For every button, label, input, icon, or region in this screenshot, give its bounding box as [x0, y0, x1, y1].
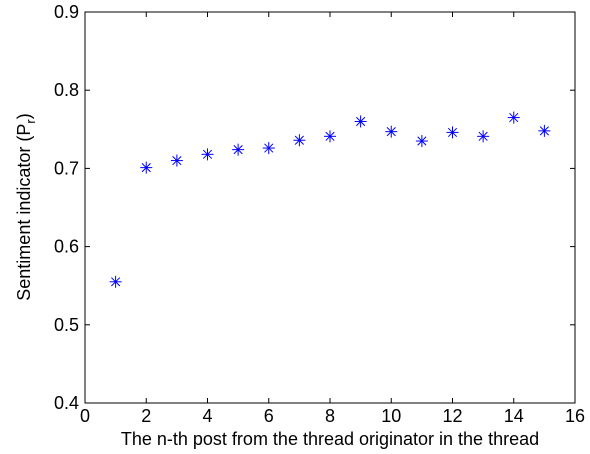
x-tick-label: 10 — [381, 406, 401, 426]
y-tick-label: 0.8 — [54, 80, 79, 100]
data-point — [415, 135, 428, 148]
data-point — [293, 134, 306, 147]
data-point — [477, 130, 490, 143]
y-axis-label: Sentiment indicator (Pr) — [14, 113, 38, 300]
y-axis-label-subscript: r — [23, 119, 38, 124]
y-axis-label-suffix: ) — [14, 113, 34, 119]
y-tick-label: 0.5 — [54, 315, 79, 335]
data-point — [201, 148, 214, 161]
data-point — [262, 142, 275, 155]
data-point — [507, 111, 520, 124]
y-tick-label: 0.4 — [54, 393, 79, 413]
data-markers — [109, 111, 551, 288]
data-point — [324, 130, 336, 143]
data-point — [140, 161, 153, 174]
x-tick-label: 6 — [264, 406, 274, 426]
x-tick-label: 2 — [141, 406, 151, 426]
data-point — [170, 154, 183, 167]
data-point — [385, 125, 398, 138]
y-tick-label: 0.9 — [54, 2, 79, 22]
data-point — [538, 124, 551, 137]
x-axis-ticks: 0 2 4 6 8 10 12 14 16 — [80, 12, 585, 426]
x-tick-label: 16 — [565, 406, 585, 426]
data-point — [446, 126, 459, 139]
x-tick-label: 4 — [202, 406, 212, 426]
plot-area — [84, 11, 576, 404]
y-tick-label: 0.6 — [54, 237, 79, 257]
x-axis-label: The n-th post from the thread originator… — [121, 429, 539, 449]
y-tick-label: 0.7 — [54, 158, 79, 178]
x-tick-label: 8 — [325, 406, 335, 426]
x-tick-label: 0 — [80, 406, 90, 426]
data-point — [109, 275, 122, 288]
x-tick-label: 14 — [504, 406, 524, 426]
data-point — [232, 143, 245, 156]
y-axis-ticks: 0.4 0.5 0.6 0.7 0.8 0.9 — [54, 2, 575, 413]
x-tick-label: 12 — [442, 406, 462, 426]
data-point — [354, 115, 367, 128]
y-axis-label-main: Sentiment indicator (P — [14, 124, 34, 301]
